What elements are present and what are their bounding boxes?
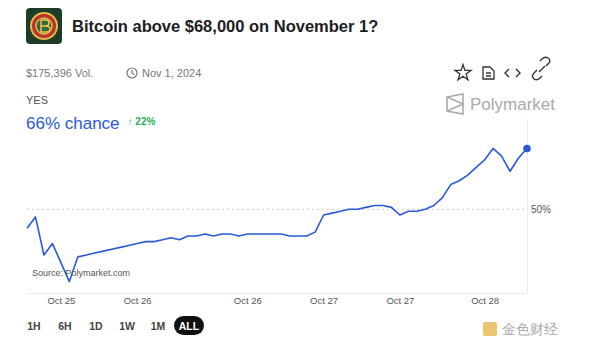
range-button[interactable]: 1M: [151, 320, 166, 332]
x-axis: Oct 25 Oct 26 Oct 26 Oct 27 Oct 27 Oct 28: [28, 293, 528, 306]
y-axis: 50%: [527, 119, 551, 294]
x-tick: Oct 26: [234, 293, 262, 306]
icon-coin: [36, 18, 52, 34]
range-label[interactable]: 1W: [119, 320, 135, 332]
x-tick-label: Oct 27: [310, 295, 338, 306]
clock-hands: [132, 70, 135, 75]
change: ↑ 22%: [128, 116, 156, 127]
x-tick-label: Oct 28: [471, 295, 499, 306]
range-buttons: 1H 6H 1D 1W 1M ALL: [27, 316, 204, 335]
link-icon[interactable]: [533, 57, 550, 80]
range-label[interactable]: 6H: [58, 320, 71, 332]
x-tick: Oct 28: [471, 293, 499, 306]
range-button[interactable]: ALL: [174, 316, 204, 335]
icon-ring: [31, 13, 57, 39]
price-line: [27, 148, 527, 281]
background: [0, 0, 600, 355]
x-tick-label: Oct 26: [234, 295, 262, 306]
range-button-bg[interactable]: [174, 316, 204, 335]
market-icon: [26, 8, 62, 44]
icon-bg: [26, 8, 62, 44]
x-tick-label: Oct 27: [386, 295, 414, 306]
range-button[interactable]: 1D: [89, 320, 103, 332]
star-icon[interactable]: [455, 65, 471, 80]
doc-icon[interactable]: [483, 67, 494, 79]
x-tick: Oct 25: [47, 293, 75, 306]
icon-glyph: [41, 20, 50, 32]
watermark: 金色财经: [483, 321, 558, 337]
x-tick: Oct 27: [386, 293, 414, 306]
x-tick-label: Oct 25: [47, 295, 75, 306]
range-label[interactable]: 1D: [89, 320, 103, 332]
range-label[interactable]: 1H: [27, 320, 40, 332]
title: Bitcoin above $68,000 on November 1?: [72, 17, 378, 35]
clock-face: [127, 68, 137, 78]
source: Source: Polymarket.com: [32, 268, 130, 278]
embed-icon[interactable]: [505, 69, 520, 77]
current-point: [523, 145, 531, 153]
brand-mark: [447, 94, 463, 114]
x-tick: Oct 27: [310, 293, 338, 306]
end-date: Nov 1, 2024: [142, 67, 201, 79]
header-actions: [455, 57, 550, 80]
brand-name: Polymarket: [470, 95, 555, 114]
x-axis-line: [28, 293, 528, 294]
clock-icon: [127, 68, 137, 78]
range-label[interactable]: 1M: [151, 320, 166, 332]
range-button[interactable]: 1W: [119, 320, 135, 332]
watermark-logo: [483, 322, 497, 336]
outcome: YES: [26, 94, 48, 106]
grid-line: [27, 209, 527, 210]
range-button[interactable]: 1H: [27, 320, 40, 332]
watermark-text: 金色财经: [502, 321, 558, 337]
range-label[interactable]: ALL: [179, 320, 200, 332]
volume: $175,396 Vol.: [26, 67, 93, 79]
y-tick: 50%: [527, 204, 551, 215]
range-button[interactable]: 6H: [58, 320, 71, 332]
page-svg: Bitcoin above $68,000 on November 1? $175…: [0, 0, 600, 355]
brand-logo: Polymarket: [447, 94, 555, 114]
x-tick-label: Oct 26: [124, 295, 152, 306]
grid: [27, 209, 527, 210]
plot-area: [27, 145, 531, 282]
y-tick-label: 50%: [531, 204, 551, 215]
x-tick: Oct 26: [124, 293, 152, 306]
chance: 66% chance: [26, 114, 120, 133]
